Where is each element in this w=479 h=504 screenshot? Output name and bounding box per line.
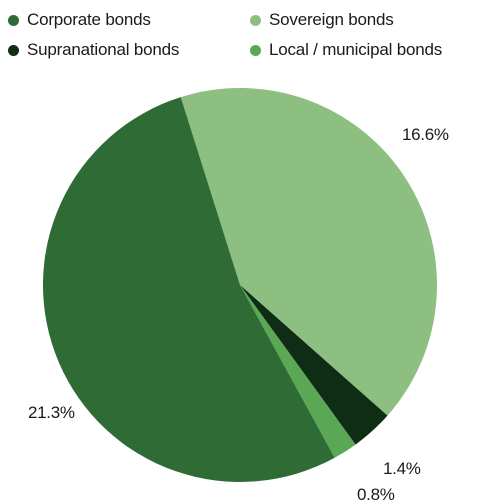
- pie-slice-corporate-bonds: [42, 97, 335, 483]
- legend-item-sovereign-bonds: Sovereign bonds: [250, 10, 394, 30]
- legend-item-corporate-bonds: Corporate bonds: [8, 10, 151, 30]
- legend-swatch: [250, 14, 261, 26]
- legend-swatch: [250, 44, 261, 56]
- slice-label: 1.4%: [383, 459, 421, 478]
- legend-item-supranational-bonds: Supranational bonds: [8, 40, 179, 60]
- slice-label: 0.8%: [357, 485, 395, 504]
- legend-swatch: [8, 44, 19, 56]
- pie-slice-local-municipal-bonds: [240, 285, 356, 458]
- pie-slice-sovereign-bonds: [180, 88, 437, 416]
- legend-label: Sovereign bonds: [269, 10, 394, 29]
- slice-label: 21.3%: [28, 403, 75, 422]
- chart-legend: Corporate bonds Sovereign bonds Supranat…: [0, 0, 479, 66]
- legend-label: Supranational bonds: [27, 40, 180, 59]
- legend-swatch: [8, 14, 19, 26]
- slice-label: 16.6%: [402, 125, 449, 144]
- legend-item-local-municipal-bonds: Local / municipal bonds: [250, 40, 442, 60]
- legend-label: Local / municipal bonds: [269, 40, 443, 59]
- pie-slice-supranational-bonds: [240, 285, 388, 445]
- legend-label: Corporate bonds: [27, 10, 151, 29]
